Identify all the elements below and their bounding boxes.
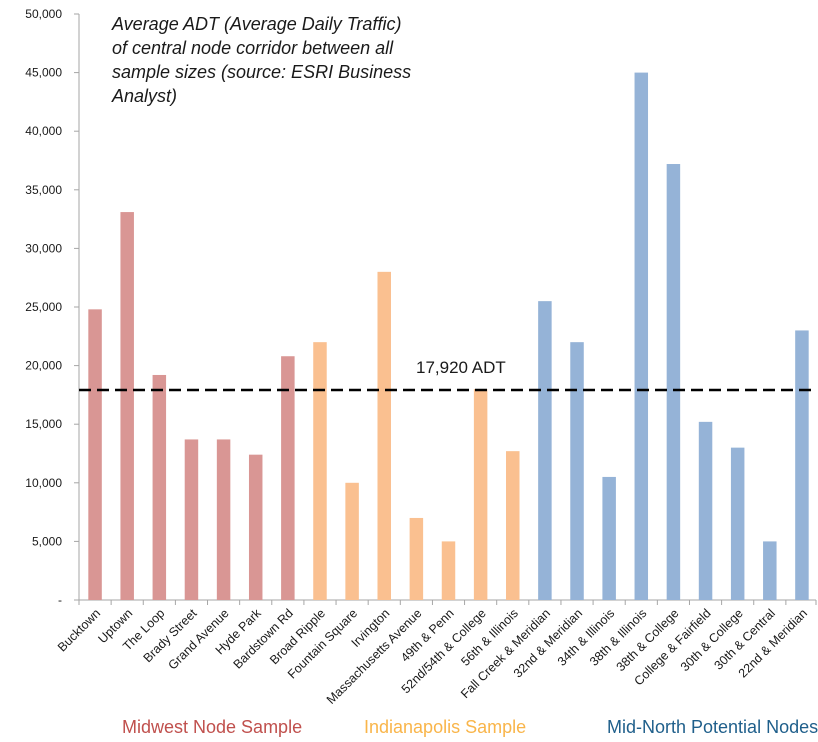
bar [441, 541, 456, 600]
x-axis [78, 599, 817, 605]
bar [281, 356, 295, 600]
group-label-indianapolis: Indianapolis Sample [364, 717, 527, 737]
bar [506, 451, 520, 600]
x-tick-label: Bucktown [55, 606, 103, 654]
bar [666, 164, 681, 601]
group-label-midwest: Midwest Node Sample [122, 717, 303, 737]
bar [120, 212, 134, 600]
bar [313, 342, 327, 600]
bar [795, 330, 809, 600]
y-tick-label: 15,000 [25, 417, 62, 431]
bar [216, 439, 231, 600]
bar [634, 72, 649, 601]
y-tick-label: 30,000 [25, 241, 62, 255]
bar [377, 271, 391, 600]
bars-group [88, 72, 809, 601]
y-tick-label: 50,000 [25, 7, 62, 21]
bar [602, 476, 616, 600]
chart-title: Average ADT (Average Daily Traffic) of c… [112, 14, 412, 106]
y-tick-label: - [58, 593, 62, 607]
bar [473, 389, 488, 600]
bar [730, 447, 745, 600]
y-axis: - 5,000 10,000 15,000 20,000 25,000 30,000 35,0… [25, 7, 80, 607]
bar [538, 301, 552, 600]
bar [409, 517, 424, 600]
y-tick-label: 25,000 [25, 300, 62, 314]
y-tick-label: 40,000 [25, 124, 62, 138]
group-label-mid-north: Mid-North Potential Nodes [607, 717, 818, 737]
bar [698, 421, 713, 600]
y-tick-label: 45,000 [25, 66, 62, 80]
bar [345, 482, 359, 600]
bar [248, 454, 263, 600]
bar [88, 309, 102, 600]
bar [763, 541, 777, 600]
y-tick-label: 5,000 [32, 534, 62, 548]
y-tick-label: 10,000 [25, 476, 62, 490]
bar [570, 342, 584, 600]
y-tick-label: 35,000 [25, 183, 62, 197]
bar [152, 374, 167, 600]
y-tick-label: 20,000 [25, 359, 62, 373]
reference-line-label: 17,920 ADT [416, 358, 506, 377]
bar [184, 439, 199, 600]
